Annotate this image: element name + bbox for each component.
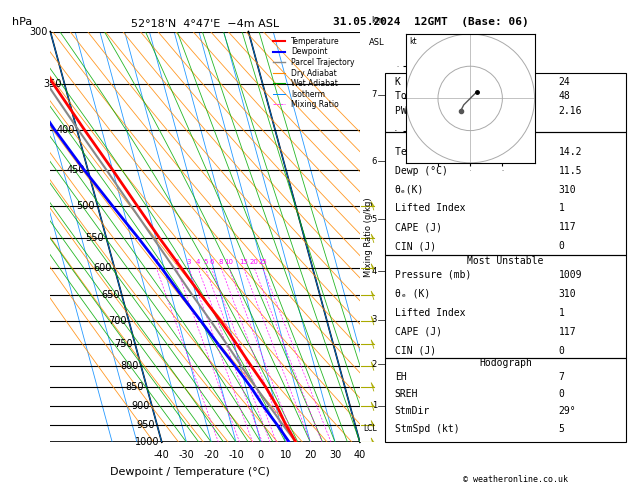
Text: EH: EH [395,372,406,382]
Text: 500: 500 [77,201,95,211]
Text: 20: 20 [304,450,316,460]
Text: 550: 550 [86,233,104,243]
Text: kt: kt [409,36,416,46]
Bar [385,72,626,132]
Text: SREH: SREH [395,389,418,399]
Text: Mixing Ratio (g/kg): Mixing Ratio (g/kg) [364,197,373,277]
Text: 30: 30 [329,450,341,460]
Text: 5: 5 [559,424,564,434]
Text: 300: 300 [30,27,48,36]
Text: Surface: Surface [485,132,526,142]
Text: StmDir: StmDir [395,406,430,417]
Text: Pressure (mb): Pressure (mb) [395,270,471,280]
Text: Temp (°C): Temp (°C) [395,147,448,157]
Text: Most Unstable: Most Unstable [467,256,543,266]
Text: 1: 1 [372,401,377,410]
Text: 10: 10 [279,450,292,460]
Text: 6: 6 [209,259,214,265]
Text: 1: 1 [559,204,564,213]
Text: Lifted Index: Lifted Index [395,308,465,318]
Text: hPa: hPa [13,17,33,28]
Text: 4: 4 [196,259,200,265]
Text: 20: 20 [250,259,259,265]
Text: 10: 10 [225,259,233,265]
Text: 40: 40 [353,450,366,460]
Bar [385,358,626,442]
Text: 11.5: 11.5 [559,166,582,175]
Text: 450: 450 [67,165,86,175]
Text: 2: 2 [174,259,179,265]
Text: 25: 25 [259,259,267,265]
Text: Hodograph: Hodograph [479,358,532,368]
Text: km: km [372,17,384,25]
Text: 7: 7 [559,372,564,382]
Text: Totals Totals: Totals Totals [395,91,471,102]
Text: 1: 1 [559,308,564,318]
Text: 350: 350 [43,79,62,89]
Text: 5: 5 [203,259,208,265]
Text: -40: -40 [154,450,170,460]
Text: CAPE (J): CAPE (J) [395,327,442,337]
Text: 0: 0 [559,241,564,251]
Text: 29°: 29° [559,406,576,417]
Text: 5: 5 [372,215,377,224]
Text: 8: 8 [219,259,223,265]
Text: 24: 24 [559,77,571,87]
Text: 1: 1 [154,259,159,265]
Text: © weatheronline.co.uk: © weatheronline.co.uk [464,474,568,484]
Text: 1009: 1009 [559,270,582,280]
Bar [385,132,626,256]
Text: 15: 15 [239,259,248,265]
Text: 2.16: 2.16 [559,106,582,116]
Text: -10: -10 [228,450,244,460]
Text: 4: 4 [372,267,377,276]
Text: 1000: 1000 [135,437,159,447]
Text: -20: -20 [203,450,220,460]
Text: 3: 3 [187,259,191,265]
Text: 0: 0 [258,450,264,460]
Text: StmSpd (kt): StmSpd (kt) [395,424,459,434]
Text: 600: 600 [94,263,112,273]
Text: 14.2: 14.2 [559,147,582,157]
Text: 310: 310 [559,185,576,194]
Text: 650: 650 [101,290,120,300]
Text: 0: 0 [559,389,564,399]
Text: θₑ(K): θₑ(K) [395,185,424,194]
Text: 3: 3 [372,315,377,324]
Text: 800: 800 [120,361,138,371]
Text: 900: 900 [131,401,150,411]
Text: 310: 310 [559,289,576,299]
Text: 2: 2 [372,360,377,368]
Text: CAPE (J): CAPE (J) [395,223,442,232]
Text: θₑ (K): θₑ (K) [395,289,430,299]
Text: Lifted Index: Lifted Index [395,204,465,213]
Text: Dewpoint / Temperature (°C): Dewpoint / Temperature (°C) [109,467,270,477]
Text: 850: 850 [126,382,144,392]
Title: 52°18'N  4°47'E  −4m ASL: 52°18'N 4°47'E −4m ASL [131,19,279,30]
Text: 117: 117 [559,223,576,232]
Text: 950: 950 [136,420,155,430]
Text: Dewp (°C): Dewp (°C) [395,166,448,175]
Text: 117: 117 [559,327,576,337]
Text: CIN (J): CIN (J) [395,241,436,251]
Text: 400: 400 [56,125,74,135]
Text: 7: 7 [372,90,377,99]
Text: PW (cm): PW (cm) [395,106,436,116]
Text: LCL: LCL [364,424,377,433]
Text: K: K [395,77,401,87]
Bar [385,256,626,358]
Text: 48: 48 [559,91,571,102]
Text: 31.05.2024  12GMT  (Base: 06): 31.05.2024 12GMT (Base: 06) [333,17,529,27]
Text: CIN (J): CIN (J) [395,346,436,356]
Text: 700: 700 [108,315,126,326]
Legend: Temperature, Dewpoint, Parcel Trajectory, Dry Adiabat, Wet Adiabat, Isotherm, Mi: Temperature, Dewpoint, Parcel Trajectory… [272,35,356,111]
Text: 6: 6 [372,157,377,166]
Text: 750: 750 [114,339,133,349]
Text: -30: -30 [179,450,194,460]
Text: ASL: ASL [369,38,384,47]
Text: 0: 0 [559,346,564,356]
